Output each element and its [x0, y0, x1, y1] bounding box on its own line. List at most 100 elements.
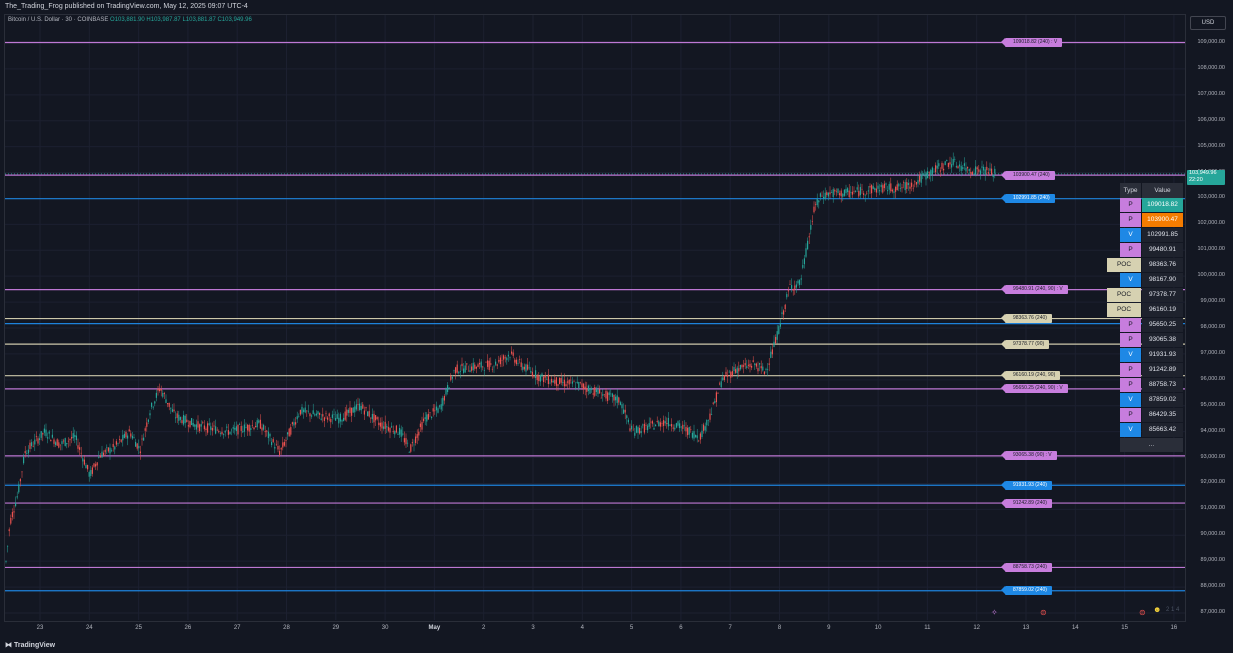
candle-body	[335, 418, 337, 421]
candle-body	[627, 419, 629, 423]
candle-body	[127, 435, 129, 439]
candle-body	[664, 421, 666, 424]
level-tag[interactable]: 103900.47 (240)	[1001, 170, 1055, 180]
candle-body	[93, 463, 95, 467]
candle-body	[391, 426, 393, 428]
level-tag[interactable]: 96160.19 (240, 90)	[1000, 371, 1061, 381]
candle-body	[547, 374, 549, 385]
candle-body	[711, 414, 713, 415]
level-tag[interactable]: 91242.89 (240)	[1001, 498, 1052, 508]
table-cell-value: 88758.73	[1142, 378, 1183, 392]
table-cell-value: 96160.19	[1142, 303, 1183, 317]
candle-body	[712, 402, 714, 404]
candle-body	[651, 421, 653, 424]
candle-body	[587, 385, 589, 392]
candle-body	[51, 434, 53, 438]
level-tag[interactable]: 95650.25 (240, 90) : V	[1001, 384, 1068, 394]
candle-body	[827, 192, 829, 197]
level-tag[interactable]: 87859.02 (240)	[1001, 586, 1052, 596]
candle-body	[120, 439, 122, 442]
candle-body	[208, 423, 210, 425]
level-tag[interactable]: 99480.91 (240, 90) : V	[1001, 285, 1068, 295]
candle-body	[138, 445, 140, 449]
candle-body	[373, 413, 375, 423]
candle-body	[512, 352, 514, 356]
us-flag-icon[interactable]: ⊜	[1040, 608, 1047, 617]
price-tick-label: 100,000.00	[1197, 272, 1225, 279]
candle-body	[861, 188, 863, 190]
candle-body	[400, 429, 402, 437]
candle-body	[266, 430, 268, 432]
candle-body	[146, 422, 148, 427]
table-row: POC 98363.76	[1107, 258, 1183, 273]
table-cell-value: 109018.82	[1142, 198, 1183, 212]
date-tick-label: 8	[777, 625, 782, 631]
candle-body	[27, 449, 29, 454]
table-header-row: Type Value	[1120, 183, 1183, 198]
candle-body	[887, 190, 889, 192]
candle-body	[927, 171, 929, 178]
candle-body	[879, 190, 881, 192]
candle-body	[339, 413, 341, 422]
candle-body	[234, 427, 236, 430]
date-tick-label: 2	[482, 625, 486, 631]
candle-body	[976, 167, 978, 170]
candle-body	[909, 186, 911, 189]
candle-body	[791, 285, 793, 289]
candle-body	[533, 376, 535, 378]
date-tick-label: 7	[728, 625, 732, 631]
level-tag[interactable]: 98363.76 (240)	[1001, 314, 1052, 324]
candle-body	[455, 367, 457, 374]
us-flag-icon-2[interactable]: ⊜	[1139, 608, 1146, 617]
symbol-legend[interactable]: Bitcoin / U.S. Dollar · 30 · COINBASE O1…	[8, 17, 252, 23]
date-tick-label: 26	[184, 625, 192, 631]
candle-body	[703, 424, 705, 431]
level-tag[interactable]: 102991.85 (240)	[1001, 194, 1055, 204]
candle-body	[807, 240, 809, 250]
level-tag[interactable]: 91931.93 (240)	[1001, 480, 1052, 490]
candle-body	[760, 366, 762, 369]
currency-button[interactable]: USD	[1190, 16, 1226, 30]
candle-body	[24, 451, 26, 454]
candle-body	[693, 431, 695, 439]
candle-body	[893, 191, 895, 193]
tv-icon: ⧓	[5, 642, 14, 649]
candle-body	[971, 171, 973, 175]
candle-body	[23, 456, 25, 464]
level-tag[interactable]: 93065.38 (90) : V	[1001, 451, 1057, 461]
candle-body	[13, 511, 15, 513]
candle-body	[474, 364, 476, 369]
candle-body	[479, 362, 481, 365]
candle-body	[811, 221, 813, 222]
table-cell-type: V	[1120, 423, 1141, 437]
candle-body	[608, 392, 610, 396]
candle-body	[160, 388, 162, 391]
candle-body	[290, 427, 292, 435]
candle-body	[523, 366, 525, 370]
event-marker-icon[interactable]: ✧	[991, 608, 998, 617]
level-tag[interactable]: 109018.82 (240) : V	[1000, 38, 1063, 47]
candle-body	[453, 370, 455, 372]
candle-body	[315, 413, 317, 416]
candle-body	[91, 467, 93, 474]
table-cell-type: P	[1120, 378, 1141, 392]
candle-body	[707, 419, 709, 421]
candle-body	[179, 417, 181, 420]
candle-body	[618, 397, 620, 403]
price-tick-label: 99,000.00	[1200, 298, 1225, 305]
candle-body	[549, 382, 551, 384]
table-cell-type: P	[1120, 213, 1141, 227]
candle-body	[43, 428, 45, 433]
candle-body	[922, 173, 924, 176]
level-tag[interactable]: 88758.73 (240)	[1001, 562, 1052, 572]
candle-body	[259, 419, 261, 429]
candle-body	[907, 183, 909, 185]
candle-body	[448, 387, 450, 390]
level-tag-text: 96160.19 (240, 90)	[1013, 372, 1056, 379]
candle-body	[898, 183, 900, 187]
level-tag[interactable]: 97378.77 (90)	[1000, 339, 1050, 349]
candle-body	[135, 441, 137, 447]
tradingview-logo[interactable]: ⧓ TradingView	[5, 641, 55, 649]
candle-body	[155, 392, 157, 398]
